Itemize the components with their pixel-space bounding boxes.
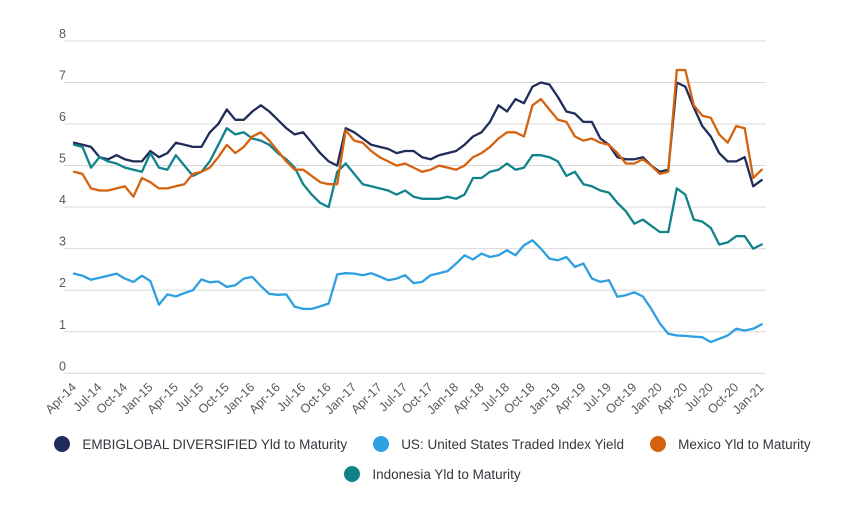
y-tick-label: 0 xyxy=(59,359,66,373)
legend-item-indonesia[interactable]: Indonesia Yld to Maturity xyxy=(344,466,521,482)
legend-item-mexico[interactable]: Mexico Yld to Maturity xyxy=(650,436,811,452)
y-tick-label: 7 xyxy=(59,68,66,82)
legend-item-embi[interactable]: EMBIGLOBAL DIVERSIFIED Yld to Maturity xyxy=(54,436,347,452)
y-tick-label: 1 xyxy=(59,318,66,332)
y-tick-label: 3 xyxy=(59,235,66,249)
series-line-mexico xyxy=(72,68,763,198)
legend-swatch-icon xyxy=(54,436,71,452)
legend-row: Indonesia Yld to Maturity xyxy=(344,466,521,482)
y-tick-label: 6 xyxy=(59,110,66,124)
chart-legend: EMBIGLOBAL DIVERSIFIED Yld to Maturity US… xyxy=(0,436,865,482)
y-tick-label: 8 xyxy=(59,27,66,41)
legend-swatch-icon xyxy=(344,466,361,482)
x-tick-label: Apr-14 xyxy=(43,380,79,416)
legend-swatch-icon xyxy=(650,436,667,452)
y-tick-label: 4 xyxy=(59,193,66,207)
y-tick-label: 2 xyxy=(59,276,66,290)
series-line-indonesia xyxy=(72,127,763,250)
y-tick-label: 5 xyxy=(59,152,66,166)
legend-row: EMBIGLOBAL DIVERSIFIED Yld to Maturity US… xyxy=(54,436,811,452)
legend-item-us[interactable]: US: United States Traded Index Yield xyxy=(373,436,624,452)
legend-swatch-icon xyxy=(373,436,390,452)
legend-label: Mexico Yld to Maturity xyxy=(678,436,811,452)
legend-label: EMBIGLOBAL DIVERSIFIED Yld to Maturity xyxy=(82,436,348,452)
series-line-us xyxy=(72,239,763,344)
legend-label: Indonesia Yld to Maturity xyxy=(372,466,521,482)
legend-label: US: United States Traded Index Yield xyxy=(401,436,625,452)
line-chart: 012345678Apr-14Jul-14Oct-14Jan-15Apr-15J… xyxy=(43,27,767,417)
